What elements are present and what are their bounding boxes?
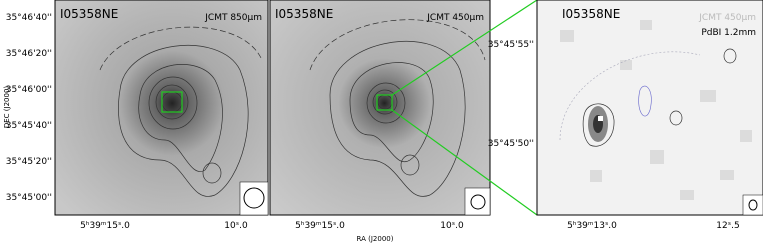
panel-1: I05358NE JCMT 850μm: [54, 0, 269, 216]
instrument-label: JCMT 450μm: [698, 13, 756, 23]
contour: [202, 162, 222, 184]
zoom-box: [376, 94, 393, 111]
beam: [243, 187, 265, 209]
x-tick-label: 5ʰ39ᵐ13ˢ.0: [567, 221, 617, 231]
zoom-box: [161, 91, 183, 113]
contour: [559, 51, 701, 141]
contour: [349, 62, 434, 163]
contour: [138, 64, 223, 172]
contour: [582, 103, 615, 147]
panel-3: I05358NE JCMT 450μm PdBI 1.2mm: [536, 0, 763, 216]
beam: [470, 194, 486, 210]
y-tick-label: 35°46'40'': [6, 13, 52, 23]
y-tick-label: 35°45'00'': [6, 193, 52, 203]
contour: [723, 48, 737, 64]
noise: [560, 20, 752, 200]
contour: [155, 84, 189, 120]
y-axis-title: DEC (J2000): [3, 86, 11, 129]
y-tick-label: 35°45'50'': [488, 139, 534, 149]
beam: [748, 199, 758, 211]
y-tick-label: 35°46'20'': [6, 49, 52, 59]
x-tick-label: 5ʰ39ᵐ15ˢ.0: [295, 221, 345, 231]
x-tick-label: 10ˢ.0: [440, 221, 464, 231]
y-tick-label: 35°45'20'': [6, 157, 52, 167]
contour: [118, 44, 249, 197]
beam-box: [742, 194, 763, 216]
panel-frame: [269, 0, 491, 216]
source-peak: [598, 116, 603, 121]
instrument-label: JCMT 850μm: [204, 13, 262, 23]
contour: [329, 41, 466, 197]
instrument-label: JCMT 450μm: [426, 13, 484, 23]
panel-2: I05358NE JCMT 450μm: [269, 0, 491, 216]
contour: [366, 82, 406, 124]
y-tick-labels: 35°46'40'' 35°46'20'' 35°46'00'' 35°45'40''…: [6, 13, 52, 203]
source-label: I05358NE: [60, 7, 118, 21]
contour: [669, 110, 683, 126]
beam-box: [464, 187, 491, 216]
zoom-connector: [391, 109, 538, 216]
contour: [99, 26, 263, 71]
y-tick-label: 35°46'00'': [6, 85, 52, 95]
x-tick-label: 12ˢ.5: [716, 221, 739, 231]
contour: [400, 154, 420, 176]
contour: [372, 89, 398, 115]
y-tick-label: 35°45'55'': [488, 40, 534, 50]
source-label: I05358NE: [562, 7, 620, 21]
contour: [148, 76, 198, 130]
source-label: I05358NE: [275, 7, 333, 21]
zoom-connector: [391, 0, 538, 96]
x-tick-label: 10ˢ.0: [224, 221, 248, 231]
x-axis-title: RA (J2000): [357, 235, 394, 243]
instrument-label: PdBI 1.2mm: [701, 28, 756, 38]
x-tick-label: 5ʰ39ᵐ15ˢ.0: [80, 221, 130, 231]
y-tick-label: 35°45'40'': [6, 121, 52, 131]
